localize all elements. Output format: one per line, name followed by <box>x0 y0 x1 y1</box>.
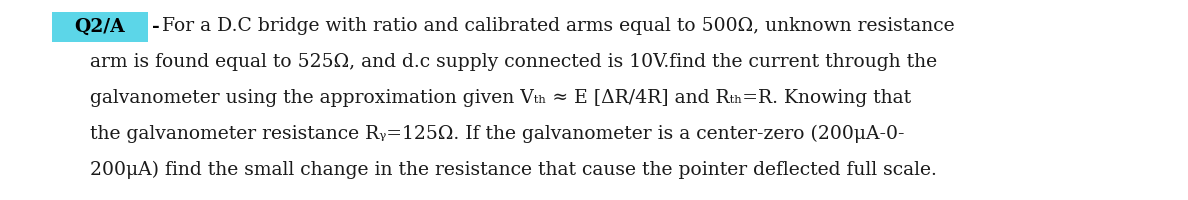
Text: For a D.C bridge with ratio and calibrated arms equal to 500Ω, unknown resistanc: For a D.C bridge with ratio and calibrat… <box>162 17 955 35</box>
Text: -: - <box>152 18 159 36</box>
Text: galvanometer using the approximation given Vₜₕ ≈ E [ΔR/4R] and Rₜₕ=R. Knowing th: galvanometer using the approximation giv… <box>90 89 911 107</box>
Text: Q2/A: Q2/A <box>75 18 125 36</box>
Text: the galvanometer resistance Rᵧ=125Ω. If the galvanometer is a center-zero (200μA: the galvanometer resistance Rᵧ=125Ω. If … <box>90 125 904 143</box>
Text: arm is found equal to 525Ω, and d.c supply connected is 10V.find the current thr: arm is found equal to 525Ω, and d.c supp… <box>90 53 937 71</box>
Bar <box>52 12 148 42</box>
Text: 200μA) find the small change in the resistance that cause the pointer deflected : 200μA) find the small change in the resi… <box>90 161 937 179</box>
